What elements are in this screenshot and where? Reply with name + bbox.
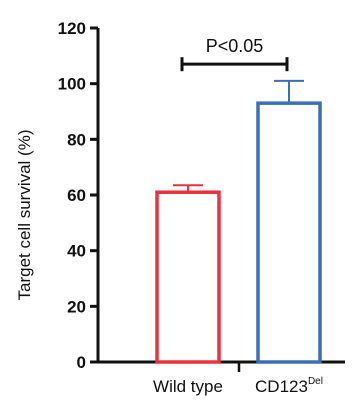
x-tick-label: CD123Del xyxy=(255,376,323,396)
y-tick-label: 0 xyxy=(77,353,86,372)
bar xyxy=(256,101,322,364)
y-axis-label: Target cell survival (%) xyxy=(15,130,34,301)
y-tick-label: 60 xyxy=(67,186,86,205)
annotation-text: P<0.05 xyxy=(206,36,264,56)
y-tick-label: 40 xyxy=(67,242,86,261)
y-tick-label: 100 xyxy=(58,75,86,94)
y-tick-label: 120 xyxy=(58,19,86,38)
y-tick-label: 80 xyxy=(67,130,86,149)
axes: 0 20 40 60 80 100 120 Wild type CD123Del xyxy=(58,19,345,396)
bar xyxy=(155,190,221,364)
significance-annotation: P<0.05 xyxy=(180,36,289,72)
y-tick-label: 20 xyxy=(67,297,86,316)
x-tick-label: Wild type xyxy=(153,377,223,396)
bars xyxy=(155,79,322,364)
